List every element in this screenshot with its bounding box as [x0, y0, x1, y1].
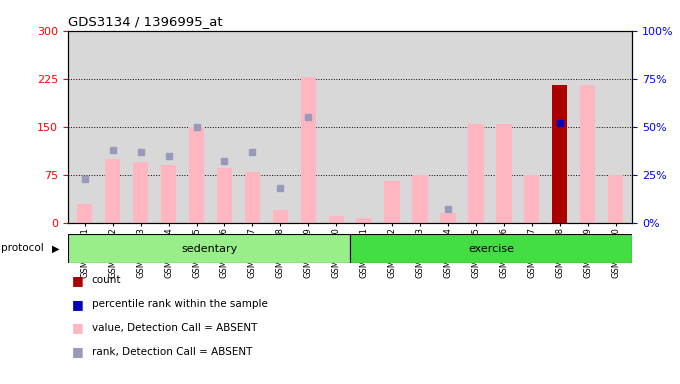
Bar	[524, 175, 539, 223]
Text: exercise: exercise	[469, 243, 514, 254]
Bar	[356, 218, 372, 223]
Text: ■: ■	[71, 321, 83, 334]
Bar	[552, 85, 567, 223]
Text: ■: ■	[71, 345, 83, 358]
Text: ■: ■	[71, 298, 83, 311]
Bar	[217, 168, 232, 223]
Text: count: count	[92, 275, 121, 285]
Bar	[105, 159, 120, 223]
Bar	[469, 124, 483, 223]
Bar	[189, 127, 204, 223]
Bar	[412, 175, 428, 223]
Bar	[496, 124, 511, 223]
Bar	[580, 85, 596, 223]
Text: sedentary: sedentary	[181, 243, 237, 254]
Bar	[441, 213, 456, 223]
Bar	[608, 175, 624, 223]
Bar	[245, 172, 260, 223]
Bar	[350, 234, 632, 263]
Text: ■: ■	[71, 274, 83, 287]
Bar	[328, 216, 344, 223]
Text: percentile rank within the sample: percentile rank within the sample	[92, 299, 268, 309]
Text: protocol: protocol	[1, 243, 44, 253]
Text: rank, Detection Call = ABSENT: rank, Detection Call = ABSENT	[92, 347, 252, 357]
Text: GDS3134 / 1396995_at: GDS3134 / 1396995_at	[68, 15, 222, 28]
Bar	[552, 85, 567, 223]
Text: value, Detection Call = ABSENT: value, Detection Call = ABSENT	[92, 323, 257, 333]
Bar	[77, 204, 92, 223]
Text: ▶: ▶	[52, 243, 60, 253]
Bar	[384, 181, 400, 223]
Bar	[161, 165, 176, 223]
Bar	[133, 162, 148, 223]
Bar	[68, 234, 350, 263]
Bar	[273, 210, 288, 223]
Bar	[301, 77, 316, 223]
